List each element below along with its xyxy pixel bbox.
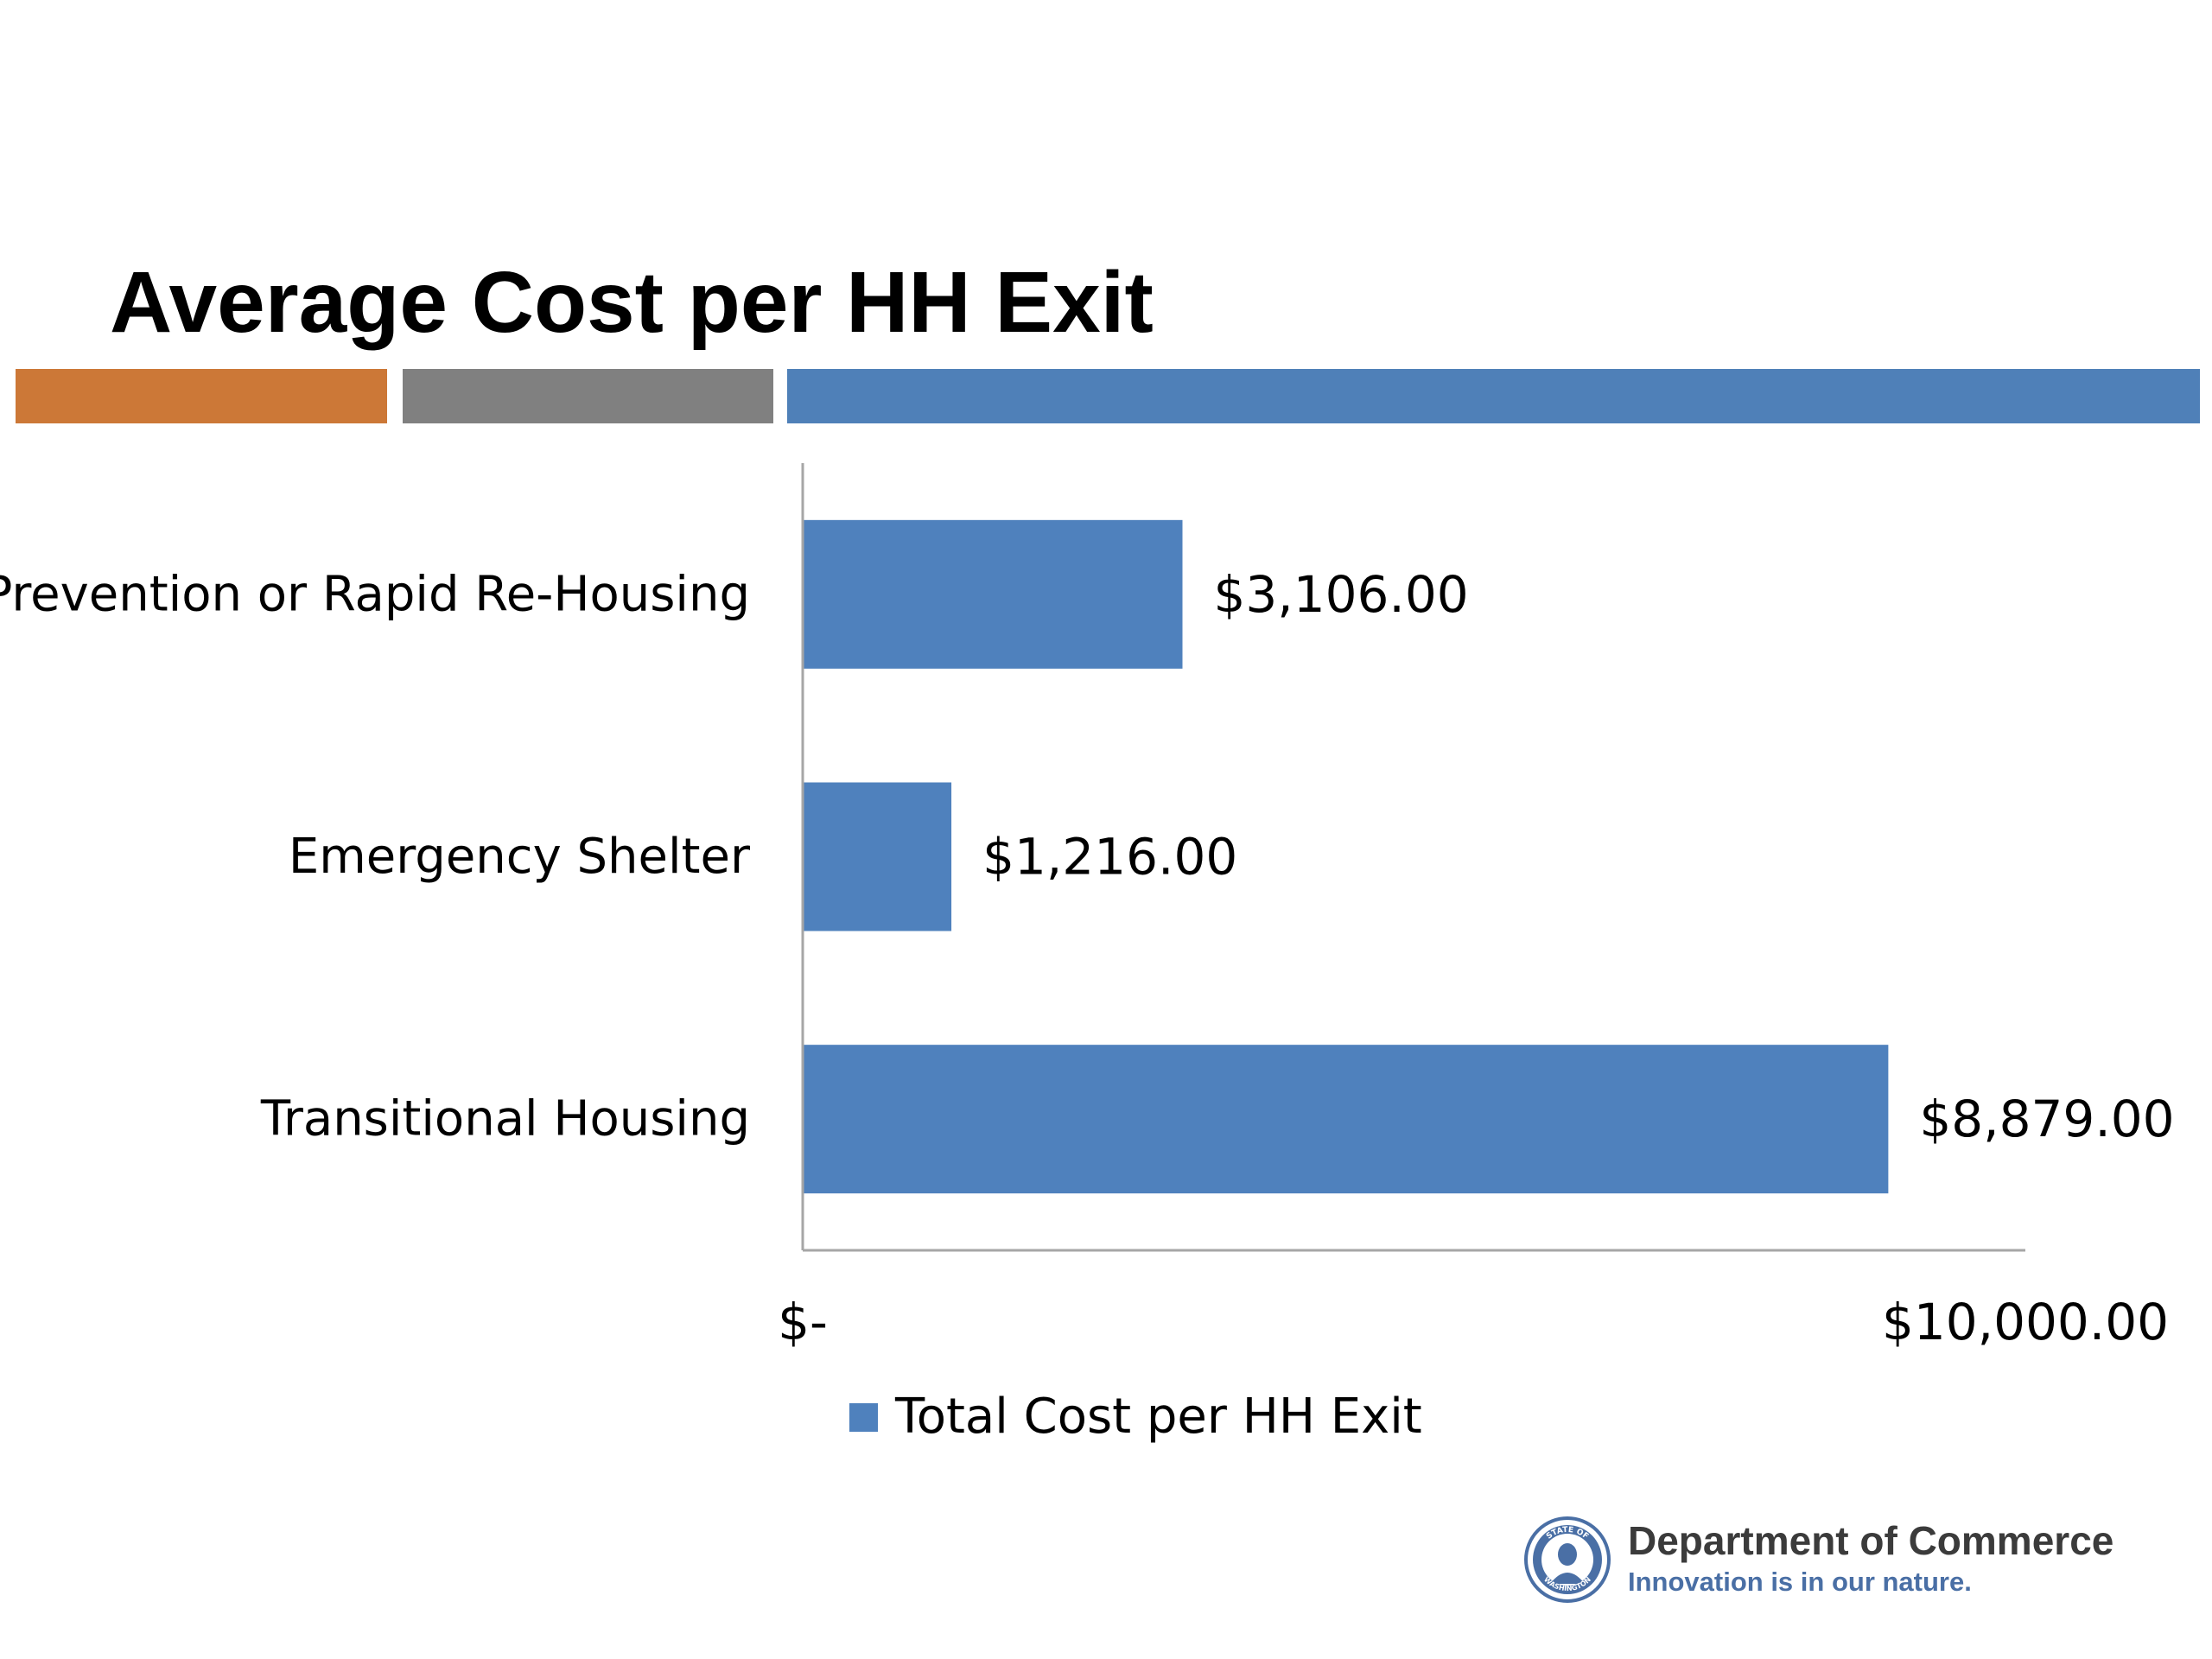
category-label: Transitional Housing: [260, 1091, 750, 1147]
bar-1: [803, 519, 1183, 669]
legend-label: Total Cost per HH Exit: [895, 1389, 1422, 1445]
x-tick-label: $-: [778, 1293, 828, 1351]
category-label: Prevention or Rapid Re-Housing: [0, 566, 750, 622]
data-label: $1,216.00: [982, 828, 1237, 887]
chart-title: Average Cost per HH Exit: [110, 254, 1154, 351]
accent-bar-orange: [16, 369, 387, 423]
bar-3: [803, 1045, 1889, 1194]
org-tagline: Innovation is in our nature.: [1628, 1567, 1972, 1597]
data-label: $8,879.00: [1919, 1090, 2174, 1148]
footer-branding: Department of Commerce Innovation is in …: [1628, 1516, 2113, 1599]
legend-swatch: [849, 1402, 878, 1432]
bar-2: [803, 782, 952, 931]
x-tick-label: $10,000.00: [1882, 1293, 2169, 1351]
bar-chart: Prevention or Rapid Re-Housing $3,106.00 E…: [0, 463, 2175, 1351]
legend: Total Cost per HH Exit: [849, 1387, 1422, 1447]
accent-bar-gray: [403, 369, 773, 423]
org-name: Department of Commerce: [1628, 1518, 2114, 1563]
data-label: $3,106.00: [1213, 565, 1468, 624]
category-label: Emergency Shelter: [289, 829, 751, 885]
state-seal-icon: STATE OF WASHINGTON: [1524, 1516, 1611, 1603]
accent-bar-blue: [787, 369, 2200, 423]
